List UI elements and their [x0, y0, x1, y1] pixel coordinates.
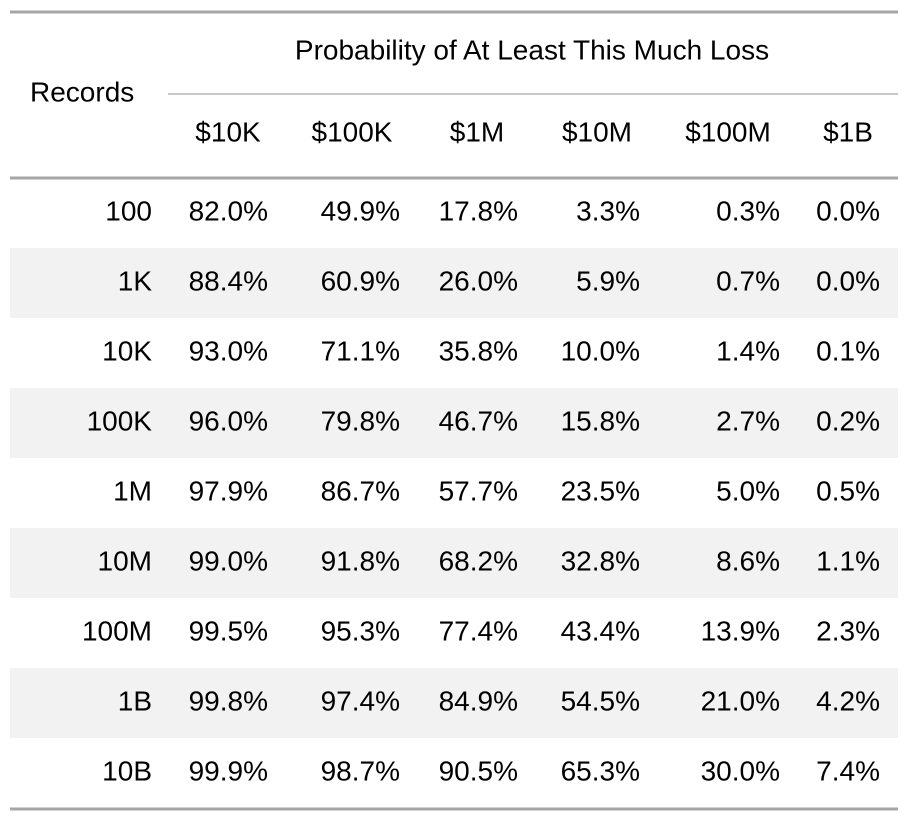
column-header: $100K: [312, 116, 393, 147]
cell: 65.3%: [561, 755, 640, 786]
cell: 2.3%: [816, 615, 880, 646]
row-shade: [10, 528, 898, 598]
cell: 0.7%: [716, 265, 780, 296]
row-label: 10B: [102, 755, 152, 786]
cell: 97.4%: [321, 685, 400, 716]
row-label: 1M: [113, 475, 152, 506]
cell: 2.7%: [716, 405, 780, 436]
cell: 99.0%: [189, 545, 268, 576]
cell: 96.0%: [189, 405, 268, 436]
cell: 88.4%: [189, 265, 268, 296]
cell: 23.5%: [561, 475, 640, 506]
cell: 90.5%: [439, 755, 518, 786]
cell: 0.0%: [816, 195, 880, 226]
cell: 0.0%: [816, 265, 880, 296]
cell: 82.0%: [189, 195, 268, 226]
column-header: $1B: [823, 116, 873, 147]
cell: 0.5%: [816, 475, 880, 506]
cell: 32.8%: [561, 545, 640, 576]
cell: 26.0%: [439, 265, 518, 296]
cell: 30.0%: [701, 755, 780, 786]
cell: 13.9%: [701, 615, 780, 646]
cell: 84.9%: [439, 685, 518, 716]
cell: 99.9%: [189, 755, 268, 786]
row-label: 100K: [87, 405, 153, 436]
cell: 1.1%: [816, 545, 880, 576]
cell: 98.7%: [321, 755, 400, 786]
column-header: $10K: [195, 116, 261, 147]
column-header: $10M: [562, 116, 632, 147]
cell: 1.4%: [716, 335, 780, 366]
column-header: $1M: [450, 116, 504, 147]
cell: 86.7%: [321, 475, 400, 506]
cell: 7.4%: [816, 755, 880, 786]
row-label: 100M: [82, 615, 152, 646]
cell: 54.5%: [561, 685, 640, 716]
row-shade: [10, 388, 898, 458]
cell: 71.1%: [321, 335, 400, 366]
cell: 5.0%: [716, 475, 780, 506]
cell: 0.3%: [716, 195, 780, 226]
cell: 4.2%: [816, 685, 880, 716]
spanner-label: Probability of At Least This Much Loss: [295, 34, 769, 65]
cell: 15.8%: [561, 405, 640, 436]
row-label: 10K: [102, 335, 152, 366]
row-label: 1K: [118, 265, 153, 296]
row-label: 1B: [118, 685, 152, 716]
cell: 0.2%: [816, 405, 880, 436]
cell: 0.1%: [816, 335, 880, 366]
column-header: $100M: [685, 116, 771, 147]
cell: 93.0%: [189, 335, 268, 366]
stub-header: Records: [30, 76, 134, 107]
cell: 68.2%: [439, 545, 518, 576]
cell: 79.8%: [321, 405, 400, 436]
cell: 3.3%: [576, 195, 640, 226]
cell: 21.0%: [701, 685, 780, 716]
cell: 97.9%: [189, 475, 268, 506]
cell: 17.8%: [439, 195, 518, 226]
row-label: 100: [105, 195, 152, 226]
cell: 99.5%: [189, 615, 268, 646]
cell: 91.8%: [321, 545, 400, 576]
cell: 95.3%: [321, 615, 400, 646]
cell: 60.9%: [321, 265, 400, 296]
cell: 35.8%: [439, 335, 518, 366]
cell: 49.9%: [321, 195, 400, 226]
cell: 57.7%: [439, 475, 518, 506]
row-shade: [10, 668, 898, 738]
row-shade: [10, 248, 898, 318]
row-label: 10M: [98, 545, 152, 576]
cell: 99.8%: [189, 685, 268, 716]
cell: 8.6%: [716, 545, 780, 576]
cell: 46.7%: [439, 405, 518, 436]
cell: 5.9%: [576, 265, 640, 296]
cell: 43.4%: [561, 615, 640, 646]
cell: 77.4%: [439, 615, 518, 646]
cell: 10.0%: [561, 335, 640, 366]
